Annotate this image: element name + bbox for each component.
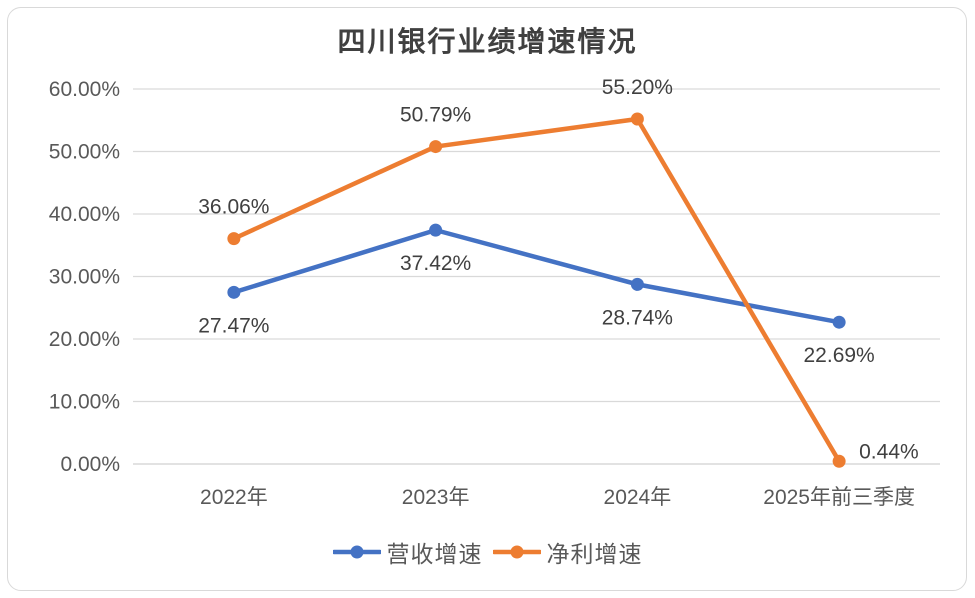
legend-item: 营收增速 <box>332 535 483 569</box>
data-point-marker <box>630 277 644 291</box>
x-axis-label: 2024年 <box>604 486 672 509</box>
y-axis-tick: 0.00% <box>60 453 120 476</box>
y-axis-tick: 10.00% <box>49 391 120 414</box>
data-label: 55.20% <box>602 76 673 99</box>
data-label: 0.44% <box>859 440 919 463</box>
legend: 营收增速 净利增速 <box>0 534 975 570</box>
x-axis-label: 2023年 <box>402 486 470 509</box>
y-axis-tick: 20.00% <box>49 328 120 351</box>
data-label: 28.74% <box>602 306 673 329</box>
legend-line-marker-icon <box>332 545 381 559</box>
data-point-marker <box>429 140 443 154</box>
data-point-marker <box>832 454 846 468</box>
x-axis-label: 2022年 <box>200 486 268 509</box>
x-axis-label: 2025年前三季度 <box>763 486 915 509</box>
data-point-marker <box>630 112 644 126</box>
legend-item: 净利增速 <box>492 535 643 569</box>
legend-label: 营收增速 <box>386 541 483 567</box>
legend-line-marker-icon <box>492 545 541 559</box>
data-label: 27.47% <box>198 314 269 337</box>
data-label: 50.79% <box>400 104 471 127</box>
data-point-marker <box>429 223 443 237</box>
y-axis-tick: 50.00% <box>49 141 120 164</box>
data-point-marker <box>227 232 241 246</box>
y-axis-tick: 30.00% <box>49 266 120 289</box>
y-axis-tick: 40.00% <box>49 203 120 226</box>
data-point-marker <box>227 285 241 299</box>
series-line <box>231 227 842 325</box>
data-label: 22.69% <box>804 344 875 367</box>
legend-label: 净利增速 <box>546 541 643 567</box>
data-point-marker <box>832 315 846 329</box>
data-label: 36.06% <box>198 196 269 219</box>
series-line <box>231 116 842 464</box>
data-label: 37.42% <box>400 252 471 275</box>
y-axis-tick: 60.00% <box>49 78 120 101</box>
chart-title: 四川银行业绩增速情况 <box>337 26 638 57</box>
